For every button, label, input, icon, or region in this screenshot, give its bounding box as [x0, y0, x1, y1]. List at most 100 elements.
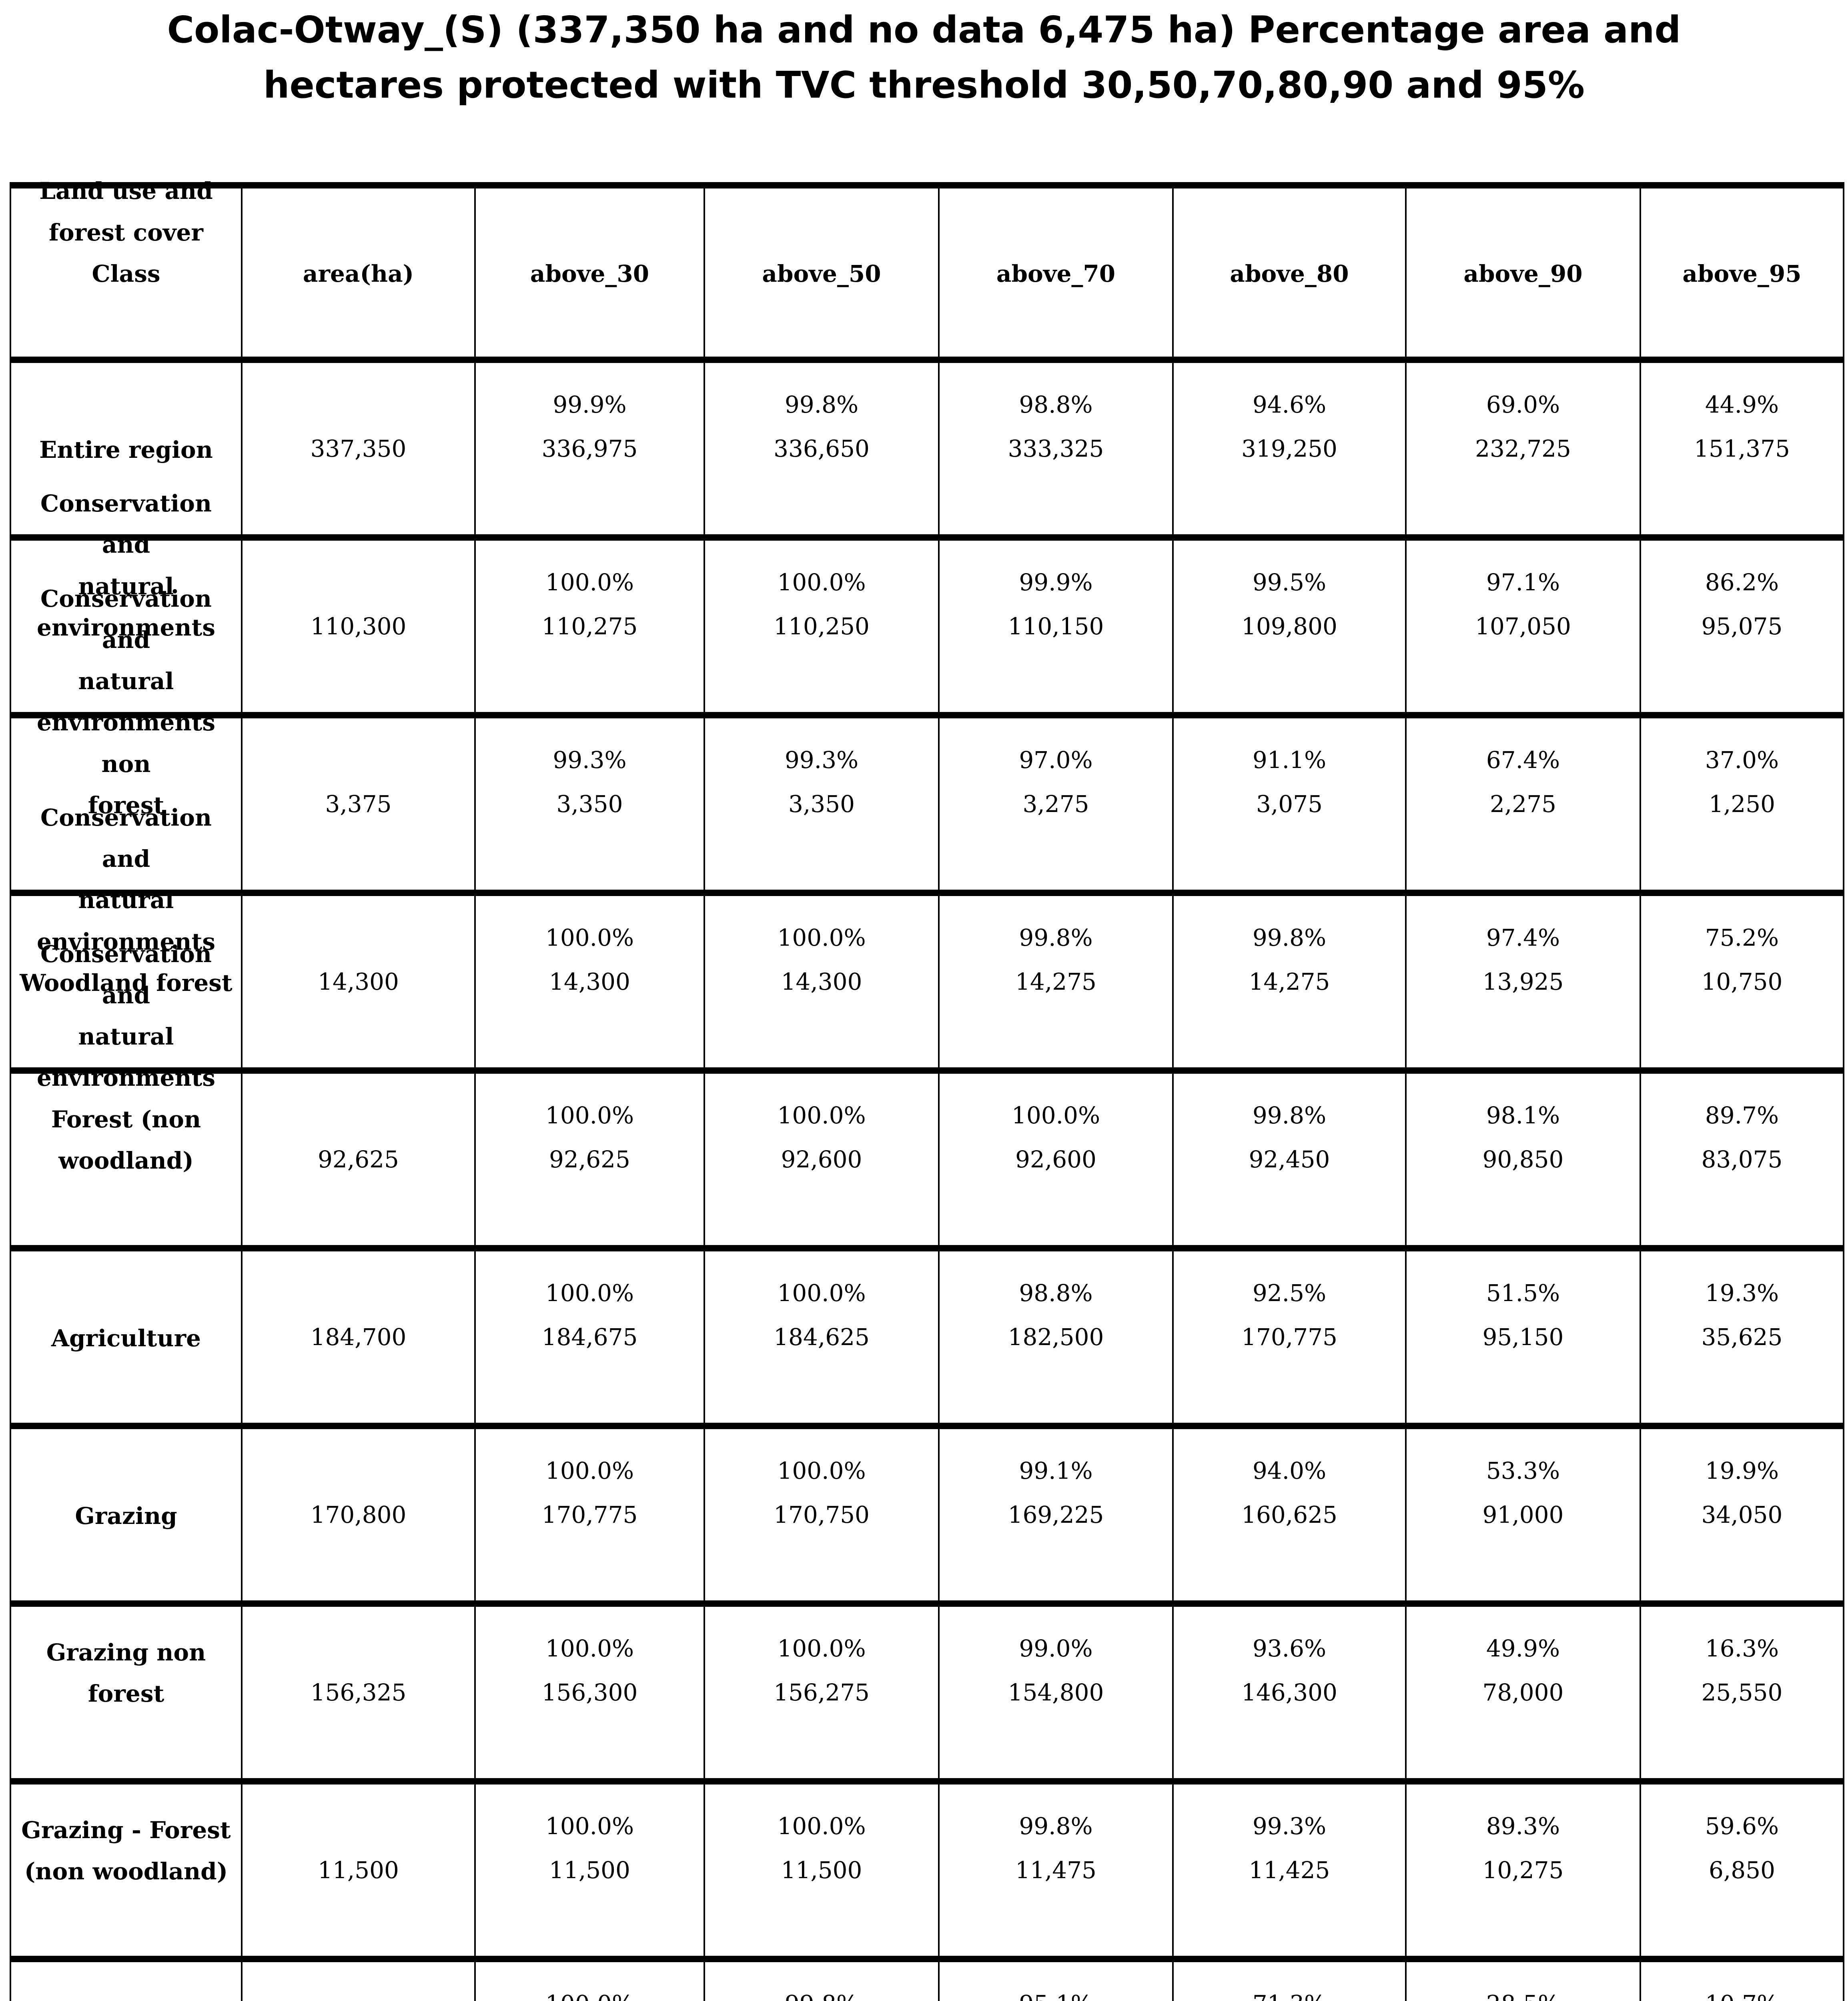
- area-cell: 11,500: [243, 1784, 476, 1956]
- table-cell: 44.9% 151,375: [1641, 363, 1844, 534]
- header-above-30: above_30: [476, 188, 705, 357]
- table-cell: 94.0% 160,625: [1174, 1429, 1407, 1600]
- area-cell: 12,875: [243, 1962, 476, 2001]
- table-cell: 19.3% 35,625: [1641, 1251, 1844, 1423]
- table-cell: 100.0% 184,675: [476, 1251, 705, 1423]
- row-label: Conservation and natural environments: [10, 490, 243, 712]
- table-cell: 95.1%12,250: [940, 1962, 1174, 2001]
- table-cell: 28.5%3,675: [1407, 1962, 1641, 2001]
- table-row-agriculture: Agriculture 184,700 100.0% 184,675 100.0%…: [10, 1245, 1844, 1423]
- table-cell: 91.1% 3,075: [1174, 718, 1407, 890]
- table-cell: 99.3% 11,425: [1174, 1784, 1407, 1956]
- table-cell: 99.5% 109,800: [1174, 541, 1407, 712]
- header-area-ha: area(ha): [243, 188, 476, 357]
- table-row-grazing-non-forest: Grazing non forest 156,325 100.0% 156,300…: [10, 1600, 1844, 1778]
- table-cell: 98.1% 90,850: [1407, 1074, 1641, 1245]
- table-cell: 93.6% 146,300: [1174, 1607, 1407, 1778]
- area-cell: 156,325: [243, 1607, 476, 1778]
- table-row-conservation-forest: Conservation and natural environments Fo…: [10, 940, 1844, 1245]
- table-cell: 100.0% 156,300: [476, 1607, 705, 1778]
- area-cell: 184,700: [243, 1251, 476, 1423]
- table-cell: 99.8% 11,475: [940, 1784, 1174, 1956]
- table-cell: 99.9% 336,975: [476, 363, 705, 534]
- row-label: Cropping: [10, 1962, 243, 2001]
- table-cell: 100.0% 156,275: [705, 1607, 940, 1778]
- table-cell: 10.7%1,375: [1641, 1962, 1844, 2001]
- table-cell: 99.8% 336,650: [705, 363, 940, 534]
- table-cell: 89.3% 10,275: [1407, 1784, 1641, 1956]
- table-cell: 100.0% 92,600: [705, 1074, 940, 1245]
- header-above-90: above_90: [1407, 188, 1641, 357]
- table-cell: 100.0% 14,300: [476, 896, 705, 1067]
- table-cell: 99.8% 14,275: [1174, 896, 1407, 1067]
- header-landuse-class: Land use and forest cover Class: [10, 177, 243, 357]
- area-cell: 14,300: [243, 896, 476, 1067]
- table-cell: 53.3% 91,000: [1407, 1429, 1641, 1600]
- header-above-50: above_50: [705, 188, 940, 357]
- table-header-row: Land use and forest cover Class area(ha)…: [10, 177, 1844, 357]
- table-cell: 100.0% 170,750: [705, 1429, 940, 1600]
- table-cell: 99.8%12,850: [705, 1962, 940, 2001]
- table-cell: 97.4% 13,925: [1407, 896, 1641, 1067]
- table-cell: 99.8% 92,450: [1174, 1074, 1407, 1245]
- row-label: Grazing - Forest (non woodland): [10, 1784, 243, 1956]
- tvc-threshold-table: Land use and forest cover Class area(ha)…: [10, 177, 1844, 2001]
- table-cell: 100.0% 11,500: [705, 1784, 940, 1956]
- table-row-entire-region: Entire region 337,350 99.9% 336,975 99.8%…: [10, 357, 1844, 534]
- table-cell: 100.0% 92,600: [940, 1074, 1174, 1245]
- row-label: Conservation and natural environments Wo…: [10, 804, 243, 1067]
- table-cell: 69.0% 232,725: [1407, 363, 1641, 534]
- table-cell: 97.0% 3,275: [940, 718, 1174, 890]
- table-cell: 37.0% 1,250: [1641, 718, 1844, 890]
- table-row-conservation-non-forest: Conservation and natural environments no…: [10, 585, 1844, 890]
- table-cell: 75.2% 10,750: [1641, 896, 1844, 1067]
- table-cell: 16.3% 25,550: [1641, 1607, 1844, 1778]
- page-title-line-2: hectares protected with TVC threshold 30…: [263, 64, 1585, 106]
- table-row-conservation-natural: Conservation and natural environments 11…: [10, 490, 1844, 712]
- table-cell: 59.6% 6,850: [1641, 1784, 1844, 1956]
- table-cell: 19.9% 34,050: [1641, 1429, 1844, 1600]
- table-cell: 100.0% 11,500: [476, 1784, 705, 1956]
- row-label: Conservation and natural environments no…: [10, 585, 243, 890]
- table-cell: 86.2% 95,075: [1641, 541, 1844, 712]
- table-cell: 98.8% 182,500: [940, 1251, 1174, 1423]
- page-title: Colac-Otway_(S) (337,350 ha and no data …: [0, 2, 1848, 113]
- table-cell: 94.6% 319,250: [1174, 363, 1407, 534]
- table-cell: 99.9% 110,150: [940, 541, 1174, 712]
- table-cell: 89.7% 83,075: [1641, 1074, 1844, 1245]
- table-cell: 99.0% 154,800: [940, 1607, 1174, 1778]
- table-cell: 49.9% 78,000: [1407, 1607, 1641, 1778]
- table-cell: 97.1% 107,050: [1407, 541, 1641, 712]
- header-above-95: above_95: [1641, 188, 1844, 357]
- row-label: Entire region: [10, 363, 243, 534]
- header-above-70: above_70: [940, 188, 1174, 357]
- table-cell: 99.1% 169,225: [940, 1429, 1174, 1600]
- row-label: Grazing: [10, 1429, 243, 1600]
- area-cell: 92,625: [243, 1074, 476, 1245]
- table-cell: 100.0% 92,625: [476, 1074, 705, 1245]
- table-row-cropping: Cropping 12,875 100.0%12,875 99.8%12,850…: [10, 1956, 1844, 2001]
- table-cell: 51.5% 95,150: [1407, 1251, 1641, 1423]
- table-row-grazing: Grazing 170,800 100.0% 170,775 100.0% 170,…: [10, 1423, 1844, 1600]
- table-cell: 100.0% 110,275: [476, 541, 705, 712]
- table-cell: 92.5% 170,775: [1174, 1251, 1407, 1423]
- table-cell: 99.3% 3,350: [476, 718, 705, 890]
- table-cell: 100.0% 110,250: [705, 541, 940, 712]
- table-cell: 100.0% 170,775: [476, 1429, 705, 1600]
- table-cell: 100.0% 14,300: [705, 896, 940, 1067]
- area-cell: 337,350: [243, 363, 476, 534]
- table-cell: 100.0% 184,625: [705, 1251, 940, 1423]
- row-label: Agriculture: [10, 1251, 243, 1423]
- table-cell: 99.8% 14,275: [940, 896, 1174, 1067]
- table-cell: 67.4% 2,275: [1407, 718, 1641, 890]
- area-cell: 170,800: [243, 1429, 476, 1600]
- area-cell: 110,300: [243, 541, 476, 712]
- table-row-grazing-forest: Grazing - Forest (non woodland) 11,500 1…: [10, 1778, 1844, 1956]
- table-cell: 99.3% 3,350: [705, 718, 940, 890]
- table-cell: 71.3%9,175: [1174, 1962, 1407, 2001]
- row-label: Grazing non forest: [10, 1607, 243, 1778]
- header-above-80: above_80: [1174, 188, 1407, 357]
- area-cell: 3,375: [243, 718, 476, 890]
- row-label: Conservation and natural environments Fo…: [10, 940, 243, 1245]
